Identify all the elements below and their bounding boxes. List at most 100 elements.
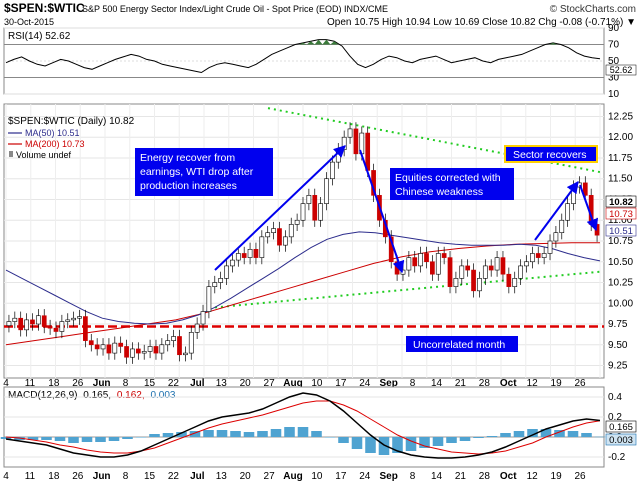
- macd-line: [5, 392, 601, 459]
- price-tick-label: 10.75: [608, 236, 633, 247]
- price-tag-ma200: 10.73: [609, 209, 633, 220]
- macd-histogram-bar: [594, 436, 606, 438]
- candle-up: [565, 203, 571, 221]
- price-tick-label: 9.25: [608, 361, 628, 372]
- candle-up: [141, 351, 147, 354]
- macd-histogram-bar: [419, 437, 430, 448]
- candle-up: [259, 236, 265, 258]
- macd-histogram-bar: [257, 431, 268, 437]
- candle-up: [318, 203, 324, 221]
- candle-down: [106, 344, 112, 354]
- x-axis-labels-top: 4 11 18 26 Jun 8 15 22 Jul 13 20 27 Aug 10 17 24 Sep 8 14 2…: [3, 378, 586, 389]
- x-axis-label: 24: [359, 378, 371, 389]
- rsi-value-tag: 52.62: [610, 65, 633, 75]
- macd-histogram-bar: [324, 437, 336, 438]
- candle-up: [112, 342, 118, 354]
- candle-down: [535, 253, 541, 258]
- candle-up: [406, 257, 412, 271]
- candle-up: [347, 128, 353, 138]
- candle-up: [100, 344, 106, 350]
- annotation-box-equities: [390, 168, 514, 200]
- price-tag-ma200-box: [605, 207, 637, 220]
- macd-histogram-bar: [351, 437, 363, 449]
- macd-histogram-bar: [432, 437, 444, 446]
- price-tick-label: 12.25: [608, 111, 633, 122]
- x-axis-label: 15: [144, 378, 156, 389]
- candle-down: [447, 257, 453, 287]
- macd-histogram-bar: [27, 437, 39, 440]
- macd-histogram-bar: [108, 437, 120, 441]
- price-tick-label: 12.00: [608, 132, 633, 143]
- macd-histogram-bar: [95, 437, 106, 442]
- rsi-ticks: 90 70 50 30 10: [608, 23, 620, 100]
- x-axis-label: 24: [359, 471, 371, 482]
- x-axis-label: 12: [527, 378, 539, 389]
- candle-down: [506, 273, 512, 287]
- rsi-label: RSI(14) 52.62: [8, 31, 71, 42]
- annotation-uncorrelated: Uncorrelated month: [413, 339, 505, 351]
- annotation-equities-line1: Equities corrected with: [395, 172, 501, 184]
- macd-histogram-bar: [176, 432, 187, 437]
- price-y-ticks: 12.2512.0011.7511.5011.2511.0010.7510.50…: [608, 111, 633, 371]
- candle-down: [241, 253, 247, 258]
- x-axis-label: Oct: [500, 378, 517, 389]
- candle-up: [188, 332, 194, 354]
- candle-down: [582, 182, 588, 196]
- candle-up: [218, 278, 224, 283]
- macd-histogram-bar: [54, 437, 66, 441]
- price-tick-label: 10.00: [608, 298, 633, 309]
- macd-histogram-bar: [122, 437, 133, 439]
- annotation-box-energy: [135, 148, 273, 196]
- candle-up: [282, 236, 288, 246]
- candle-up: [553, 232, 559, 242]
- chart-symbol: $SPEN:$WTIC: [4, 1, 85, 15]
- legend-ma200: MA(200) 10.73: [25, 139, 85, 149]
- macd-tick-label: -0.2: [608, 452, 626, 463]
- candle-up: [230, 259, 235, 267]
- candle-down: [153, 346, 159, 354]
- candle-up: [530, 253, 535, 263]
- price-tick-label: 10.25: [608, 278, 633, 289]
- annotation-energy-line1: Energy recover from: [140, 152, 235, 164]
- candle-up: [559, 219, 565, 233]
- x-axis-label: 20: [240, 378, 252, 389]
- candle-down: [18, 317, 24, 331]
- candle-down: [41, 315, 47, 327]
- macd-tag: 0.165: [609, 422, 633, 433]
- arrow-equities-correct: [359, 149, 405, 274]
- lower-trend-dotted-line: [214, 270, 601, 309]
- annotation-equities-line2: Chinese weakness: [395, 186, 483, 198]
- candle-down: [430, 261, 435, 275]
- macd-histogram-bar: [500, 433, 511, 437]
- macd-histogram-bar: [203, 430, 214, 437]
- legend-volume: Volume undef: [16, 150, 72, 160]
- price-tick-label: 11.00: [608, 215, 633, 226]
- macd-histogram-bar: [162, 433, 174, 437]
- candle-down: [353, 128, 359, 155]
- candle-up: [306, 195, 312, 204]
- candle-up: [130, 348, 135, 358]
- x-axis-label: Oct: [500, 471, 517, 482]
- candle-down: [94, 344, 100, 350]
- candle-down: [312, 195, 318, 221]
- chart-date: 30-Oct-2015: [4, 17, 54, 27]
- x-axis-label: 22: [168, 471, 180, 482]
- x-axis-label: 26: [72, 471, 84, 482]
- macd-label-macd: 0.165,: [83, 390, 111, 401]
- macd-histogram-bar: [527, 429, 538, 437]
- candle-down: [441, 253, 447, 258]
- x-axis-label: 20: [240, 471, 252, 482]
- x-axis-label: 15: [144, 471, 156, 482]
- candle-up: [541, 253, 547, 258]
- rsi-overbought-fill: [299, 39, 558, 45]
- rsi-tick-label: 30: [608, 73, 620, 84]
- candle-down: [177, 336, 182, 356]
- x-axis-label: Jul: [190, 378, 205, 389]
- x-axis-label: 14: [431, 471, 443, 482]
- annotation-box-uncorrelated: [406, 336, 518, 352]
- arrow-sector-recover-down: [579, 184, 599, 232]
- annotation-box-sector: [504, 145, 598, 163]
- candle-up: [330, 161, 335, 180]
- x-axis-label: Sep: [379, 378, 397, 389]
